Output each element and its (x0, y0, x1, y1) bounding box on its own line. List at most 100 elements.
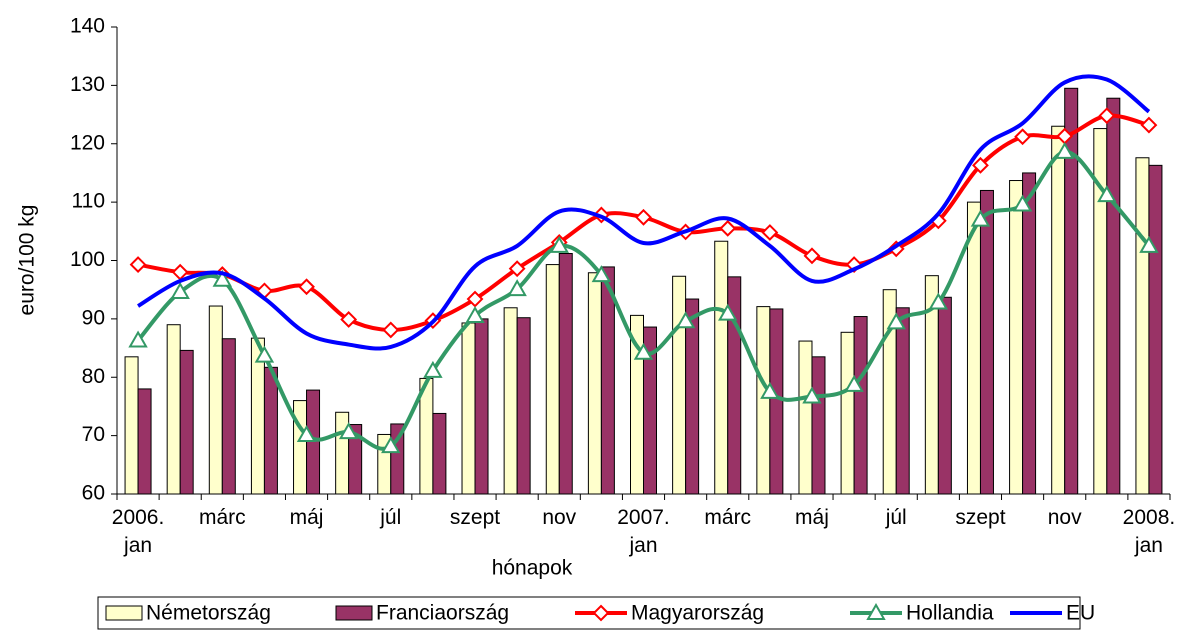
x-tick-label: júl (380, 506, 402, 529)
bar (840, 331, 855, 495)
bar (966, 201, 981, 495)
marker (761, 224, 779, 241)
marker (970, 209, 991, 227)
legend-box (97, 596, 1081, 630)
marker (1140, 116, 1158, 134)
bar (979, 189, 994, 495)
marker (507, 279, 527, 297)
marker (886, 312, 906, 330)
legend-label: Hollandia (906, 602, 994, 625)
bar (137, 388, 152, 495)
marker (719, 219, 737, 237)
y-tick-label: 70 (82, 423, 105, 446)
y-tick-label: 60 (82, 482, 105, 505)
marker (591, 265, 612, 283)
marker (381, 436, 401, 454)
legend-label: EU (1066, 602, 1095, 625)
marker (549, 235, 569, 253)
bar (306, 389, 321, 495)
bar (461, 322, 476, 495)
marker (1098, 107, 1116, 125)
legend-swatch (335, 605, 373, 621)
legend-swatch (105, 605, 143, 621)
bar (208, 305, 223, 495)
marker (928, 292, 949, 310)
bar (1064, 87, 1079, 495)
marker (340, 311, 358, 328)
bar (1051, 125, 1066, 495)
bar (545, 264, 560, 495)
marker (760, 381, 780, 399)
marker (1012, 194, 1033, 212)
bar (643, 326, 657, 495)
bar (166, 324, 181, 495)
marker (844, 374, 864, 392)
bar (811, 356, 826, 495)
marker (675, 311, 696, 329)
bar (503, 307, 518, 495)
line (137, 74, 1151, 351)
y-tick-label: 100 (70, 248, 105, 271)
legend-label: Franciaország (376, 602, 509, 625)
legend-label: Magyarország (631, 602, 764, 625)
bar (348, 424, 363, 495)
legend-label: Németország (146, 602, 271, 625)
x-tick-label: szept (955, 506, 1006, 529)
bar (124, 356, 139, 495)
y-tick-label: 140 (70, 15, 105, 38)
marker (296, 425, 317, 443)
bar (714, 240, 729, 495)
bar (1148, 164, 1163, 495)
x-tick-label: nov (542, 506, 577, 529)
x-tick-label: márc (704, 506, 752, 529)
legend-marker (592, 604, 610, 622)
bar (587, 272, 602, 495)
marker (802, 386, 822, 404)
marker (508, 260, 526, 278)
x-tick-label: 2007. jan (617, 506, 670, 557)
marker (633, 342, 654, 360)
marker (382, 321, 400, 339)
bar (937, 296, 952, 495)
bar (798, 340, 813, 495)
bar (685, 298, 700, 495)
bar (516, 317, 531, 495)
marker (128, 330, 148, 348)
bar (1022, 172, 1037, 495)
marker (1139, 235, 1159, 253)
bar (756, 306, 771, 495)
x-tick-label: máj (289, 506, 324, 529)
marker (423, 360, 443, 378)
bar (179, 349, 194, 495)
marker (1054, 141, 1075, 159)
bar (600, 266, 615, 495)
marker (465, 305, 485, 323)
x-tick-label: máj (795, 506, 829, 529)
marker (718, 303, 738, 321)
x-tick-label: júl (885, 506, 907, 529)
marker (1097, 185, 1117, 203)
marker (170, 282, 190, 300)
bar (432, 412, 447, 495)
marker (338, 422, 359, 440)
bar (221, 338, 236, 495)
bar (853, 316, 868, 495)
x-tick-label: nov (1047, 506, 1082, 529)
bar (1106, 97, 1121, 495)
bar (263, 366, 278, 495)
y-tick-label: 90 (82, 306, 105, 329)
marker (298, 278, 315, 296)
x-tick-label: szept (449, 506, 501, 529)
marker (212, 269, 233, 287)
bar (769, 308, 784, 495)
x-tick-label: márc (198, 506, 246, 529)
marker (129, 256, 147, 274)
x-tick-label: 2006. jan (111, 506, 165, 557)
bar (1135, 157, 1150, 495)
marker (1014, 128, 1031, 146)
marker (803, 247, 821, 265)
marker (972, 156, 989, 174)
y-tick-label: 120 (70, 131, 105, 154)
